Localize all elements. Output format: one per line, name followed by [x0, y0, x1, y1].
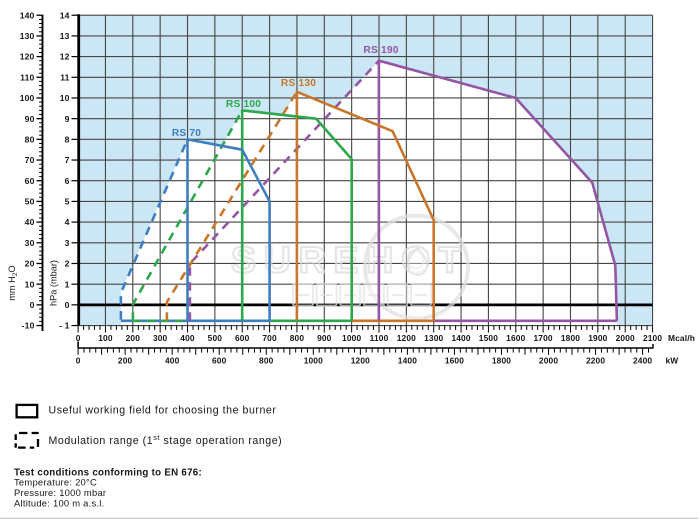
svg-text:Pressure: 1000 mbar: Pressure: 1000 mbar [14, 487, 106, 498]
svg-text:1200: 1200 [397, 333, 416, 343]
svg-text:130: 130 [20, 31, 35, 41]
svg-text:-10: -10 [22, 321, 35, 331]
svg-text:2200: 2200 [586, 355, 605, 365]
svg-text:400: 400 [165, 355, 180, 365]
svg-text:50: 50 [25, 197, 35, 207]
svg-text:300: 300 [153, 333, 168, 343]
svg-text:1400: 1400 [398, 355, 417, 365]
svg-text:1800: 1800 [561, 333, 580, 343]
svg-text:1: 1 [65, 279, 70, 289]
svg-text:60: 60 [25, 176, 35, 186]
svg-text:1100: 1100 [370, 333, 389, 343]
svg-text:7: 7 [65, 155, 70, 165]
svg-text:hPa (mbar): hPa (mbar) [49, 260, 59, 306]
svg-text:1800: 1800 [492, 355, 511, 365]
svg-text:800: 800 [259, 355, 274, 365]
svg-text:0: 0 [76, 355, 81, 365]
svg-text:900: 900 [317, 333, 332, 343]
svg-text:400: 400 [180, 333, 195, 343]
svg-text:70: 70 [25, 155, 35, 165]
svg-text:Test conditions conforming to: Test conditions conforming to EN 676: [14, 467, 202, 478]
svg-text:90: 90 [25, 114, 35, 124]
svg-text:1500: 1500 [479, 333, 498, 343]
svg-text:kW: kW [666, 355, 679, 365]
svg-text:20: 20 [25, 259, 35, 269]
svg-text:11: 11 [60, 72, 69, 82]
svg-text:200: 200 [126, 333, 141, 343]
svg-text:500: 500 [208, 333, 223, 343]
svg-text:4: 4 [65, 217, 70, 227]
svg-text:80: 80 [25, 134, 35, 144]
svg-text:Altitude: 100 m a.s.l.: Altitude: 100 m a.s.l. [14, 497, 104, 508]
svg-text:0: 0 [76, 333, 81, 343]
svg-text:1600: 1600 [506, 333, 525, 343]
svg-text:1200: 1200 [351, 355, 370, 365]
svg-text:140: 140 [20, 10, 35, 20]
svg-text:0: 0 [30, 300, 35, 310]
svg-text:2: 2 [65, 259, 70, 269]
svg-text:2000: 2000 [539, 355, 558, 365]
svg-text:12: 12 [60, 52, 70, 62]
svg-text:1000: 1000 [342, 333, 361, 343]
svg-text:2000: 2000 [616, 333, 635, 343]
svg-text:10: 10 [60, 93, 70, 103]
svg-text:40: 40 [25, 217, 35, 227]
svg-text:2100: 2100 [643, 333, 662, 343]
svg-text:RS 100: RS 100 [226, 99, 261, 110]
svg-text:30: 30 [25, 238, 35, 248]
svg-text:1600: 1600 [445, 355, 464, 365]
svg-text:1900: 1900 [588, 333, 607, 343]
svg-text:9: 9 [65, 114, 70, 124]
svg-text:200: 200 [118, 355, 133, 365]
svg-text:RS 70: RS 70 [172, 128, 201, 139]
svg-text:110: 110 [20, 72, 34, 82]
svg-text:600: 600 [212, 355, 227, 365]
svg-text:600: 600 [235, 333, 250, 343]
svg-text:10: 10 [25, 279, 35, 289]
svg-text:1000: 1000 [304, 355, 323, 365]
svg-text:100: 100 [98, 333, 113, 343]
svg-text:6: 6 [65, 176, 70, 186]
svg-text:mm H2O: mm H2O [7, 265, 19, 300]
svg-text:14: 14 [60, 10, 70, 20]
svg-text:Modulation range (1st stage op: Modulation range (1st stage operation ra… [49, 433, 283, 447]
svg-text:1700: 1700 [534, 333, 553, 343]
svg-text:800: 800 [290, 333, 305, 343]
svg-text:0: 0 [65, 300, 70, 310]
svg-text:RS 190: RS 190 [363, 45, 398, 56]
svg-text:- 1: - 1 [59, 321, 70, 331]
svg-text:Temperature: 20°C: Temperature: 20°C [14, 476, 97, 487]
svg-text:RS 130: RS 130 [281, 78, 316, 89]
svg-text:120: 120 [20, 52, 35, 62]
svg-text:100: 100 [20, 93, 35, 103]
svg-text:3: 3 [65, 238, 70, 248]
svg-text:Mcal/h: Mcal/h [668, 333, 695, 343]
svg-text:8: 8 [65, 134, 70, 144]
svg-text:2400: 2400 [633, 355, 652, 365]
svg-text:1300: 1300 [424, 333, 443, 343]
svg-text:13: 13 [60, 31, 70, 41]
svg-text:1400: 1400 [451, 333, 470, 343]
svg-text:700: 700 [262, 333, 277, 343]
svg-text:Useful working field for choos: Useful working field for choosing the bu… [49, 404, 277, 416]
svg-text:5: 5 [65, 197, 70, 207]
